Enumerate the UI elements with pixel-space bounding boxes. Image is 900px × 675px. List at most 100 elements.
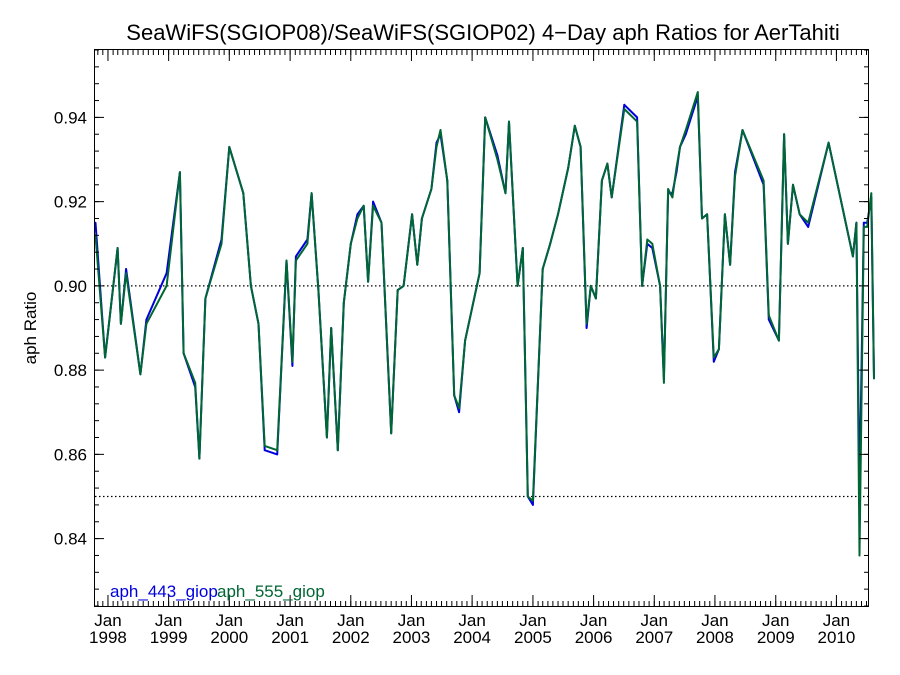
data-point (646, 238, 649, 241)
data-point (310, 192, 313, 195)
data-point (663, 381, 665, 384)
x-tick-year-label: 1999 (150, 628, 188, 647)
data-point (439, 129, 442, 131)
legend-label-aph_443_giop: aph_443_giop (110, 582, 218, 601)
data-point (873, 377, 875, 380)
x-tick-month-label: Jan (398, 611, 425, 630)
x-tick-year-label: 2004 (453, 628, 491, 647)
data-point (549, 242, 552, 245)
data-point (257, 322, 260, 325)
data-point (526, 495, 529, 498)
data-point (641, 285, 643, 287)
data-point (866, 226, 869, 228)
data-point (807, 221, 810, 224)
y-tick-label: 0.84 (54, 530, 87, 549)
data-point (696, 91, 699, 93)
x-tick-month-label: Jan (276, 611, 303, 630)
x-tick-month-label: Jan (641, 611, 668, 630)
data-point (430, 188, 433, 190)
data-point (458, 411, 460, 414)
data-point (306, 242, 309, 245)
data-point (706, 213, 708, 216)
data-point (623, 108, 626, 110)
data-point (870, 192, 873, 195)
x-tick-month-label: Jan (580, 611, 607, 630)
data-point (295, 259, 297, 262)
data-point (679, 146, 681, 148)
data-point (276, 453, 279, 456)
data-point (532, 504, 534, 506)
x-tick-year-label: 2005 (514, 628, 552, 647)
data-point (798, 213, 801, 216)
data-point (792, 183, 794, 186)
data-point (204, 297, 207, 300)
data-point (623, 103, 626, 106)
x-tick-year-label: 2006 (575, 628, 613, 647)
y-tick-label: 0.86 (54, 445, 87, 464)
data-point (636, 120, 638, 123)
data-point (396, 289, 399, 291)
chart-title: SeaWiFS(SGIOP08)/SeaWiFS(SGIOP02) 4−Day … (126, 20, 839, 45)
data-point (767, 314, 770, 317)
data-point (651, 242, 654, 245)
data-point (453, 394, 456, 397)
data-point (567, 167, 570, 169)
data-point (684, 129, 687, 131)
data-point (390, 432, 393, 435)
data-point (416, 263, 419, 266)
data-point (464, 339, 466, 342)
data-point (734, 175, 736, 178)
x-tick-month-label: Jan (94, 611, 121, 630)
data-point (762, 179, 765, 182)
data-point (179, 171, 181, 174)
data-point (139, 373, 142, 376)
data-point (741, 129, 744, 131)
data-point (585, 327, 588, 329)
y-axis-label: aph Ratio (21, 292, 40, 365)
legend: aph_443_giop aph_555_giop (110, 582, 325, 601)
data-point (349, 242, 352, 245)
data-point (724, 213, 726, 216)
data-point (712, 356, 715, 359)
data-point (411, 213, 413, 216)
data-point (326, 436, 328, 439)
x-tick-year-label: 2002 (332, 628, 370, 647)
x-tick-month-label: Jan (216, 611, 243, 630)
data-point (342, 301, 345, 304)
data-point (362, 204, 365, 207)
data-point (336, 449, 339, 452)
data-point (194, 381, 197, 384)
data-point (263, 449, 266, 452)
data-point (701, 217, 703, 220)
data-point (104, 356, 106, 359)
data-point (317, 289, 320, 291)
x-tick-year-label: 2000 (210, 628, 248, 647)
data-point (610, 196, 613, 199)
data-point (508, 120, 510, 123)
x-tick-month-label: Jan (458, 611, 485, 630)
data-point (367, 280, 369, 283)
data-point (636, 116, 638, 119)
data-point (667, 188, 669, 190)
data-point (356, 217, 359, 220)
data-point (585, 322, 588, 325)
data-point (787, 242, 789, 245)
data-point (478, 272, 481, 275)
data-point (595, 297, 597, 300)
y-tick-label: 0.88 (54, 361, 87, 380)
data-point (855, 221, 858, 224)
data-point (356, 213, 359, 216)
data-point (807, 226, 810, 228)
data-point (601, 179, 603, 182)
x-tick-year-label: 2008 (696, 628, 734, 647)
data-point (606, 162, 609, 165)
data-point (285, 259, 288, 262)
x-tick-year-label: 1998 (89, 628, 127, 647)
data-point (484, 116, 487, 119)
data-point (116, 247, 119, 249)
x-tick-month-label: Jan (337, 611, 364, 630)
x-tick-year-label: 2010 (818, 628, 856, 647)
x-tick-month-label: Jan (519, 611, 546, 630)
data-point (573, 124, 576, 127)
